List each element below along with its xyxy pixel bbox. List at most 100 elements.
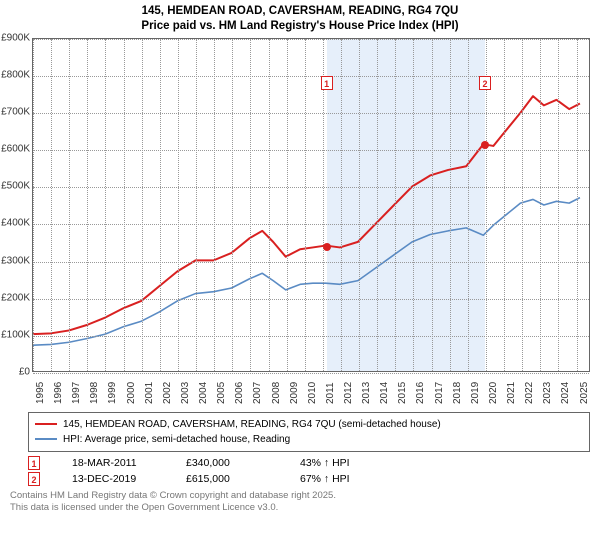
sale-price: £615,000 bbox=[186, 473, 268, 485]
sale-hpi: 67% ↑ HPI bbox=[300, 473, 382, 485]
sale-price: £340,000 bbox=[186, 457, 268, 469]
gridline-h bbox=[33, 262, 589, 263]
chart-area: 12 £0£100K£200K£300K£400K£500K£600K£700K… bbox=[4, 36, 596, 406]
gridline-v bbox=[359, 39, 360, 371]
y-tick-label: £700K bbox=[0, 107, 30, 118]
gridline-h bbox=[33, 76, 589, 77]
x-tick-label: 1998 bbox=[89, 382, 100, 404]
sale-badge: 1 bbox=[28, 456, 40, 470]
x-tick-label: 1999 bbox=[107, 382, 118, 404]
gridline-v bbox=[232, 39, 233, 371]
x-tick-label: 2022 bbox=[524, 382, 535, 404]
gridline-h bbox=[33, 39, 589, 40]
x-tick-label: 2013 bbox=[361, 382, 372, 404]
gridline-v bbox=[214, 39, 215, 371]
gridline-h bbox=[33, 150, 589, 151]
gridline-v bbox=[178, 39, 179, 371]
title-line-1: 145, HEMDEAN ROAD, CAVERSHAM, READING, R… bbox=[8, 4, 592, 19]
gridline-v bbox=[250, 39, 251, 371]
x-tick-label: 2025 bbox=[579, 382, 590, 404]
x-tick-label: 2000 bbox=[126, 382, 137, 404]
x-tick-label: 2021 bbox=[506, 382, 517, 404]
gridline-v bbox=[269, 39, 270, 371]
gridline-v bbox=[51, 39, 52, 371]
y-tick-label: £600K bbox=[0, 144, 30, 155]
title-line-2: Price paid vs. HM Land Registry's House … bbox=[8, 19, 592, 34]
legend: 145, HEMDEAN ROAD, CAVERSHAM, READING, R… bbox=[28, 412, 590, 452]
x-tick-label: 2014 bbox=[379, 382, 390, 404]
gridline-v bbox=[377, 39, 378, 371]
chart-container: 145, HEMDEAN ROAD, CAVERSHAM, READING, R… bbox=[0, 0, 600, 560]
x-tick-label: 2007 bbox=[252, 382, 263, 404]
gridline-h bbox=[33, 299, 589, 300]
x-tick-label: 2012 bbox=[343, 382, 354, 404]
y-tick-label: £500K bbox=[0, 181, 30, 192]
title-block: 145, HEMDEAN ROAD, CAVERSHAM, READING, R… bbox=[0, 0, 600, 36]
gridline-h bbox=[33, 373, 589, 374]
gridline-v bbox=[413, 39, 414, 371]
sale-date: 18-MAR-2011 bbox=[72, 457, 154, 469]
gridline-v bbox=[196, 39, 197, 371]
sale-hpi: 43% ↑ HPI bbox=[300, 457, 382, 469]
series-hpi bbox=[33, 198, 580, 346]
footer: Contains HM Land Registry data © Crown c… bbox=[10, 490, 590, 515]
x-tick-label: 2005 bbox=[216, 382, 227, 404]
x-tick-label: 2006 bbox=[234, 382, 245, 404]
sale-badge: 2 bbox=[28, 472, 40, 486]
marker-label-2: 2 bbox=[479, 76, 491, 90]
y-tick-label: £300K bbox=[0, 255, 30, 266]
x-tick-label: 2004 bbox=[198, 382, 209, 404]
x-tick-label: 2015 bbox=[397, 382, 408, 404]
marker-dot-2 bbox=[481, 141, 489, 149]
sale-rows: 1 18-MAR-2011 £340,000 43% ↑ HPI 2 13-DEC-201… bbox=[0, 456, 600, 486]
y-tick-label: £800K bbox=[0, 69, 30, 80]
x-tick-label: 2009 bbox=[289, 382, 300, 404]
gridline-h bbox=[33, 336, 589, 337]
x-tick-label: 2016 bbox=[415, 382, 426, 404]
gridline-h bbox=[33, 187, 589, 188]
gridline-v bbox=[105, 39, 106, 371]
y-tick-label: £0 bbox=[0, 366, 30, 377]
x-tick-label: 2020 bbox=[488, 382, 499, 404]
gridline-v bbox=[450, 39, 451, 371]
footer-line-1: Contains HM Land Registry data © Crown c… bbox=[10, 490, 590, 502]
marker-dot-1 bbox=[323, 243, 331, 251]
gridline-v bbox=[142, 39, 143, 371]
x-tick-label: 1997 bbox=[71, 382, 82, 404]
legend-label-2: HPI: Average price, semi-detached house,… bbox=[63, 432, 290, 447]
gridline-v bbox=[87, 39, 88, 371]
y-tick-label: £200K bbox=[0, 292, 30, 303]
plot-area: 12 bbox=[32, 38, 590, 372]
gridline-v bbox=[69, 39, 70, 371]
x-tick-label: 2001 bbox=[144, 382, 155, 404]
marker-label-1: 1 bbox=[321, 76, 333, 90]
footer-line-2: This data is licensed under the Open Gov… bbox=[10, 502, 590, 514]
legend-row-2: HPI: Average price, semi-detached house,… bbox=[35, 432, 583, 447]
gridline-v bbox=[33, 39, 34, 371]
gridline-v bbox=[504, 39, 505, 371]
x-tick-label: 2003 bbox=[180, 382, 191, 404]
sale-row-1: 1 18-MAR-2011 £340,000 43% ↑ HPI bbox=[28, 456, 590, 470]
gridline-v bbox=[577, 39, 578, 371]
y-tick-label: £100K bbox=[0, 329, 30, 340]
gridline-h bbox=[33, 113, 589, 114]
gridline-v bbox=[522, 39, 523, 371]
legend-swatch-1 bbox=[35, 423, 57, 425]
gridline-v bbox=[305, 39, 306, 371]
sale-date: 13-DEC-2019 bbox=[72, 473, 154, 485]
x-tick-label: 2023 bbox=[542, 382, 553, 404]
x-tick-label: 2024 bbox=[560, 382, 571, 404]
gridline-v bbox=[287, 39, 288, 371]
x-tick-label: 1996 bbox=[53, 382, 64, 404]
y-tick-label: £900K bbox=[0, 32, 30, 43]
legend-swatch-2 bbox=[35, 438, 57, 440]
gridline-h bbox=[33, 224, 589, 225]
y-tick-label: £400K bbox=[0, 218, 30, 229]
x-tick-label: 2019 bbox=[470, 382, 481, 404]
gridline-v bbox=[160, 39, 161, 371]
gridline-v bbox=[468, 39, 469, 371]
legend-label-1: 145, HEMDEAN ROAD, CAVERSHAM, READING, R… bbox=[63, 417, 441, 432]
x-tick-label: 2018 bbox=[452, 382, 463, 404]
gridline-v bbox=[124, 39, 125, 371]
x-tick-label: 2002 bbox=[162, 382, 173, 404]
